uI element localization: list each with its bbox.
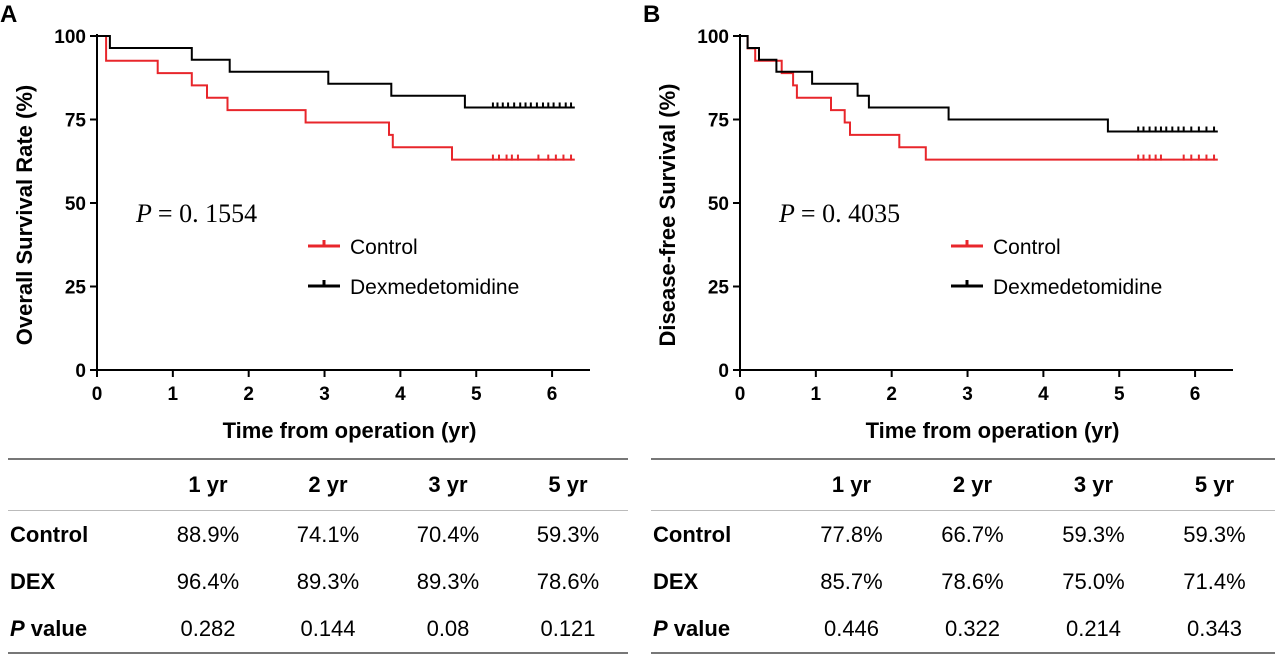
- x-tick-label: 2: [243, 384, 254, 405]
- p-value-text: P = 0. 4035: [778, 199, 900, 228]
- table-cell: 66.7%: [941, 521, 1004, 547]
- y-tick-label: 25: [65, 278, 87, 299]
- y-tick-label: 75: [65, 111, 87, 132]
- y-tick-label: 100: [697, 27, 729, 48]
- y-tick-label: 0: [75, 361, 86, 382]
- x-tick-label: 0: [92, 384, 103, 405]
- row-label-rest: value: [24, 615, 88, 641]
- x-tick-label: 1: [811, 384, 822, 405]
- table-header-2yr: 2 yr: [952, 472, 993, 497]
- table-cell: 88.9%: [176, 521, 240, 547]
- table-cell: 59.3%: [1062, 521, 1125, 547]
- table-cell: 0.446: [823, 615, 880, 641]
- survival-table-a: 1 yr 2 yr 3 yr 5 yr Control 88.9% 74.1% …: [8, 458, 628, 654]
- table-cell: 89.3%: [416, 568, 480, 594]
- table-header-row: 1 yr 2 yr 3 yr 5 yr: [651, 459, 1275, 511]
- table-header-blank: [651, 459, 791, 511]
- survival-chart-b: B 0 25 50 75 100 0 1 2 3 4 5 6 Time from operation (y…: [643, 1, 1233, 443]
- table-cell: 59.3%: [1183, 521, 1246, 547]
- table-cell: 70.4%: [416, 521, 480, 547]
- row-label: Control: [653, 521, 732, 547]
- y-tick-label: 50: [65, 194, 86, 215]
- row-label-italic: P: [653, 615, 668, 641]
- table-header-3yr: 3 yr: [428, 472, 468, 497]
- table-cell: 78.6%: [941, 568, 1004, 594]
- table-row-control: Control 77.8% 66.7% 59.3% 59.3%: [651, 511, 1275, 559]
- x-axis-label: Time from operation (yr): [223, 418, 477, 443]
- survival-line-dex: [97, 35, 575, 109]
- table-header-row: 1 yr 2 yr 3 yr 5 yr: [8, 459, 628, 511]
- panel-letter: B: [643, 1, 660, 28]
- survival-line-control: [740, 35, 1218, 161]
- table-row-dex: DEX 85.7% 78.6% 75.0% 71.4%: [651, 558, 1275, 605]
- y-axis-label: Disease-free Survival (%): [655, 84, 680, 347]
- y-tick-label: 75: [708, 111, 730, 132]
- row-label: Control: [10, 521, 89, 547]
- legend-label: Dexmedetomidine: [350, 276, 519, 299]
- table-cell: 85.7%: [820, 568, 883, 594]
- panel-b: B 0 25 50 75 100 0 1 2 3 4 5 6 Time from operation (y…: [643, 0, 1286, 653]
- table-cell: 71.4%: [1183, 568, 1246, 594]
- p-value-text: P = 0. 1554: [135, 199, 257, 228]
- table-cell: 89.3%: [296, 568, 360, 594]
- row-label-italic: P: [10, 615, 25, 641]
- x-tick-label: 4: [395, 384, 406, 405]
- row-label: DEX: [653, 568, 699, 594]
- table-header-1yr: 1 yr: [188, 472, 228, 497]
- table-row-dex: DEX 96.4% 89.3% 89.3% 78.6%: [8, 558, 628, 605]
- table-cell: 59.3%: [536, 521, 600, 547]
- table-header-1yr: 1 yr: [831, 472, 872, 497]
- table-cell: 0.214: [1065, 615, 1122, 641]
- y-tick-label: 25: [708, 278, 730, 299]
- survival-line-dex: [740, 35, 1218, 133]
- survival-line-control: [97, 35, 575, 161]
- x-axis-label: Time from operation (yr): [866, 418, 1120, 443]
- table-cell: 0.282: [180, 615, 236, 641]
- table-cell: 0.144: [300, 615, 356, 641]
- table-cell: 75.0%: [1062, 568, 1125, 594]
- legend-label: Dexmedetomidine: [993, 276, 1162, 299]
- row-label: P value: [651, 605, 791, 653]
- panel-letter: A: [0, 1, 17, 28]
- table-cell: 0.322: [944, 615, 1001, 641]
- survival-table-b: 1 yr 2 yr 3 yr 5 yr Control 77.8% 66.7% …: [651, 458, 1275, 654]
- table-cell: 78.6%: [536, 568, 600, 594]
- y-axis-label: Overall Survival Rate (%): [12, 85, 37, 345]
- table-cell: 96.4%: [176, 568, 240, 594]
- legend-label: Control: [993, 236, 1061, 259]
- x-tick-label: 1: [168, 384, 179, 405]
- y-tick-label: 0: [718, 361, 729, 382]
- x-tick-label: 0: [735, 384, 746, 405]
- table-header-5yr: 5 yr: [1194, 472, 1235, 497]
- x-tick-label: 2: [886, 384, 897, 405]
- x-tick-label: 3: [319, 384, 330, 405]
- legend-label: Control: [350, 236, 418, 259]
- x-tick-label: 3: [962, 384, 973, 405]
- table-header-3yr: 3 yr: [1073, 472, 1114, 497]
- x-tick-label: 5: [1114, 384, 1125, 405]
- table-cell: 0.121: [540, 615, 596, 641]
- table-cell: 0.08: [426, 615, 470, 641]
- table-header-blank: [8, 459, 148, 511]
- table-cell: 77.8%: [820, 521, 883, 547]
- y-tick-label: 50: [708, 194, 729, 215]
- table-cell: 74.1%: [296, 521, 360, 547]
- x-tick-label: 6: [547, 384, 558, 405]
- row-label: P value: [8, 605, 148, 653]
- row-label-rest: value: [667, 615, 731, 641]
- table-header-2yr: 2 yr: [308, 472, 348, 497]
- x-tick-label: 6: [1190, 384, 1201, 405]
- x-tick-label: 4: [1038, 384, 1049, 405]
- table-cell: 0.343: [1186, 615, 1243, 641]
- row-label: DEX: [10, 568, 56, 594]
- table-row-control: Control 88.9% 74.1% 70.4% 59.3%: [8, 511, 628, 559]
- y-tick-label: 100: [54, 27, 86, 48]
- x-tick-label: 5: [471, 384, 482, 405]
- table-header-5yr: 5 yr: [548, 472, 588, 497]
- panel-a: A 0 25 50 75 100 0 1 2 3 4 5 6 Time from operation (y…: [0, 0, 643, 653]
- survival-chart-a: A 0 25 50 75 100 0 1 2 3 4 5 6 Time from operation (y…: [0, 1, 590, 443]
